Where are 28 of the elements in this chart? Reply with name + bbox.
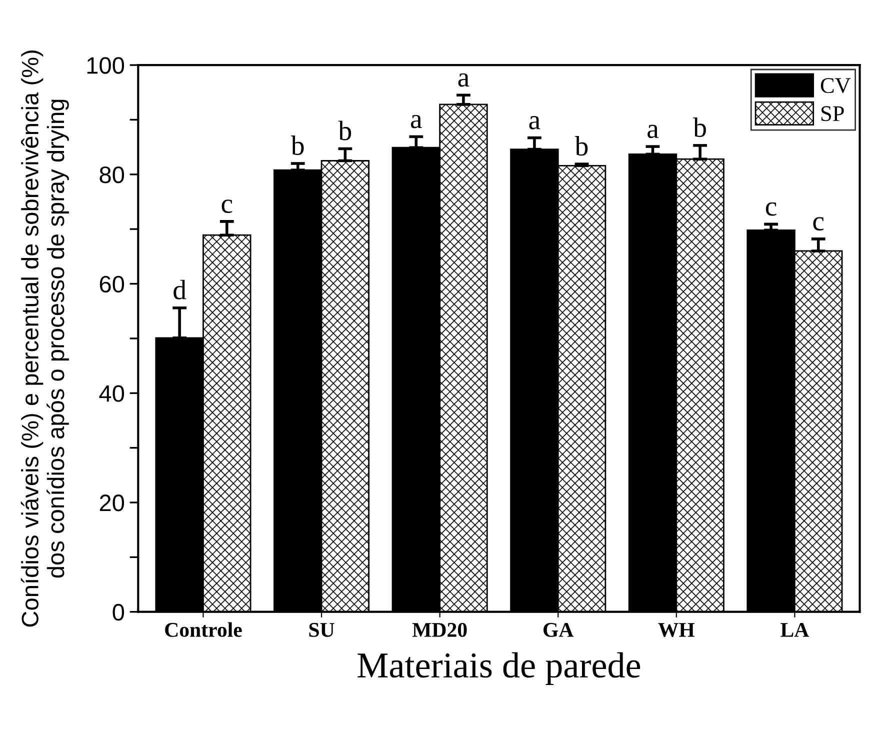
data-label: a [529, 116, 540, 130]
x-tick-label: WH [658, 623, 695, 638]
y-tick-label: 20 [100, 494, 124, 512]
y-tick-label: 80 [100, 166, 124, 184]
data-label: b [338, 120, 352, 140]
x-tick-label: SU [309, 622, 334, 637]
y-tick-label: 0 [112, 604, 124, 621]
y-tick-label: 60 [100, 276, 124, 293]
data-label: b [290, 136, 304, 156]
data-label: b [693, 117, 706, 138]
x-tick-label: GA [544, 622, 574, 637]
y-tick-label: 40 [99, 385, 124, 402]
data-label: d [174, 280, 186, 300]
x-axis-title: Materiais de parede [358, 652, 640, 686]
data-label: c [766, 202, 776, 216]
data-label: c [222, 200, 232, 214]
data-label: c [813, 217, 824, 231]
legend-label: SP [821, 106, 844, 122]
y-tick-label: 100 [87, 57, 124, 74]
data-label: a [410, 114, 422, 128]
x-tick-label: Controle [165, 622, 242, 637]
y-axis-title: Conídios viáveis (%) e percentual de sobrevivência (%) dos conídios após o processo de spray drying [20, 50, 69, 627]
legend-label: CV [820, 78, 851, 94]
data-label: b [574, 136, 588, 156]
data-label: a [458, 73, 470, 87]
x-tick-label: LA [780, 622, 810, 637]
data-label: a [648, 124, 659, 138]
x-tick-label: MD20 [412, 622, 467, 637]
